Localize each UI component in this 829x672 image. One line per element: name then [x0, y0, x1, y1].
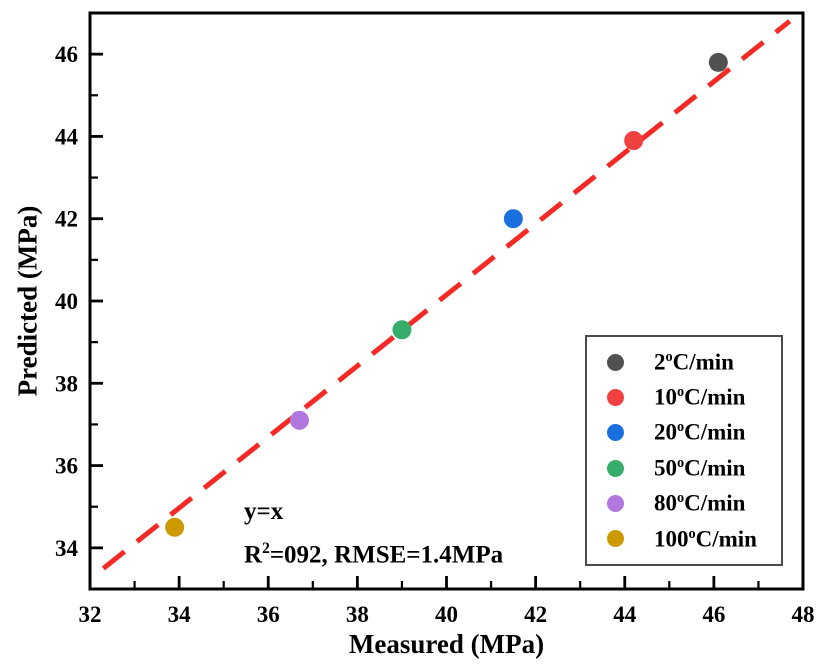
data-point-20c-per-min — [503, 209, 523, 229]
legend-label-unit: C/min — [695, 526, 757, 552]
y-tick-label: 34 — [55, 536, 79, 561]
data-point-100c-per-min — [165, 517, 185, 537]
r2-superscript: 2 — [262, 540, 270, 558]
data-point-10c-per-min — [624, 131, 644, 151]
legend-item: 10oC/min — [587, 384, 781, 411]
x-tick-label: 44 — [613, 602, 637, 627]
y-tick-label: 38 — [55, 371, 78, 396]
legend-label: 20oC/min — [654, 419, 745, 446]
fit-equation-text: y=x — [244, 498, 284, 525]
legend-label-text: 20 — [654, 420, 677, 446]
legend-marker-circle — [607, 424, 624, 442]
legend-label-text: 100 — [654, 526, 689, 552]
x-tick-label: 46 — [702, 602, 725, 627]
legend-label: 2oC/min — [654, 349, 734, 376]
legend-marker-circle — [607, 530, 624, 548]
legend-item: 2oC/min — [587, 349, 781, 376]
legend-label-unit: C/min — [684, 490, 746, 516]
r2-base: R — [244, 541, 263, 569]
y-tick-label: 46 — [55, 42, 78, 67]
legend-label-unit: C/min — [684, 420, 746, 446]
x-tick-label: 40 — [435, 602, 458, 627]
y-axis-title: Predicted (MPa) — [12, 205, 43, 397]
y-tick-label: 42 — [55, 207, 78, 232]
legend-label-text: 50 — [654, 455, 677, 481]
x-tick-label: 38 — [346, 602, 369, 627]
degree-superscript: o — [677, 384, 685, 401]
legend-item: 100oC/min — [587, 526, 781, 553]
y-tick-label: 44 — [55, 124, 79, 149]
legend-label: 80oC/min — [654, 490, 745, 517]
degree-superscript: o — [688, 525, 696, 542]
x-tick-label: 32 — [79, 602, 102, 627]
legend: 2oC/min 10oC/min 20oC/min 50oC/min 80oC/… — [585, 335, 783, 566]
legend-marker-circle — [607, 459, 624, 477]
degree-superscript: o — [665, 348, 673, 365]
data-point-50c-per-min — [392, 320, 412, 340]
x-tick-label: 36 — [257, 602, 280, 627]
legend-label-unit: C/min — [684, 384, 746, 410]
fit-stats-text: R2=092, RMSE=1.4MPa — [244, 539, 503, 571]
identity-fit-line — [101, 19, 792, 571]
r2-rest: =092, RMSE=1.4MPa — [269, 541, 504, 569]
y-tick-label: 36 — [55, 454, 78, 479]
legend-label-unit: C/min — [672, 349, 734, 375]
legend-item: 20oC/min — [587, 419, 781, 446]
legend-label-text: 80 — [654, 490, 677, 516]
x-tick-label: 34 — [168, 602, 192, 627]
legend-item: 50oC/min — [587, 455, 781, 482]
legend-label: 100oC/min — [654, 526, 757, 553]
degree-superscript: o — [677, 419, 685, 436]
degree-superscript: o — [677, 490, 685, 507]
y-tick-label: 40 — [55, 289, 78, 314]
legend-label-text: 2 — [654, 349, 666, 375]
legend-label-text: 10 — [654, 384, 677, 410]
legend-marker-circle — [607, 495, 624, 513]
data-point-2c-per-min — [708, 52, 728, 72]
x-axis-title: Measured (MPa) — [348, 629, 545, 659]
x-tick-label: 42 — [524, 602, 547, 627]
data-point-80c-per-min — [289, 410, 309, 430]
x-tick-label: 48 — [792, 602, 815, 627]
legend-label-unit: C/min — [684, 455, 746, 481]
fit-annotation: y=x R2=092, RMSE=1.4MPa — [244, 496, 503, 571]
legend-marker-circle — [607, 353, 624, 371]
legend-item: 80oC/min — [587, 490, 781, 517]
legend-label: 10oC/min — [654, 384, 745, 411]
legend-marker-circle — [607, 388, 624, 406]
legend-label: 50oC/min — [654, 455, 745, 482]
degree-superscript: o — [677, 454, 685, 471]
